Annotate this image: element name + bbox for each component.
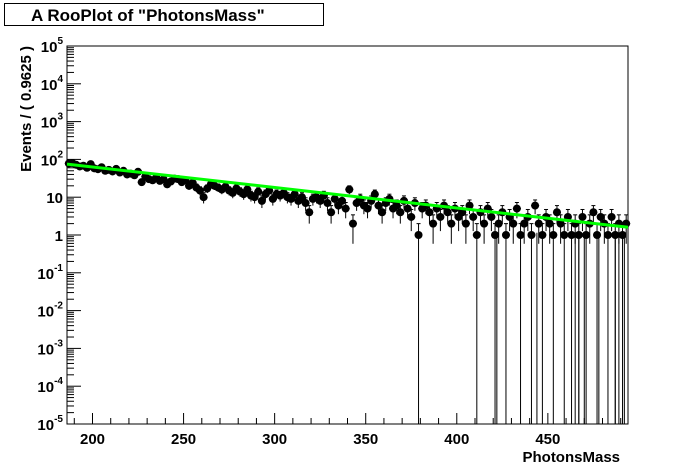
data-point bbox=[443, 208, 452, 217]
data-point bbox=[618, 231, 627, 239]
x-tick-label: 200 bbox=[80, 431, 105, 448]
data-point bbox=[567, 231, 576, 239]
data-point bbox=[297, 193, 306, 202]
data-point bbox=[447, 219, 456, 228]
y-tick-label: 105 bbox=[41, 36, 64, 56]
y-tick-label: 103 bbox=[41, 112, 64, 132]
data-point bbox=[531, 201, 540, 210]
x-tick-label: 450 bbox=[535, 431, 560, 448]
data-point bbox=[407, 212, 416, 221]
x-tick-label: 250 bbox=[171, 431, 196, 448]
y-tick-label: 10 bbox=[46, 190, 63, 207]
data-point bbox=[501, 231, 510, 239]
data-point bbox=[494, 219, 503, 228]
data-point bbox=[578, 212, 587, 221]
data-point bbox=[425, 208, 434, 217]
data-point bbox=[593, 231, 602, 239]
data-point bbox=[327, 208, 336, 217]
data-point bbox=[323, 199, 332, 208]
x-tick-label: 300 bbox=[262, 431, 287, 448]
y-tick-label: 1 bbox=[55, 228, 63, 245]
data-point bbox=[509, 219, 518, 228]
data-point bbox=[469, 212, 478, 221]
data-point bbox=[491, 231, 500, 239]
data-point bbox=[465, 201, 474, 210]
data-point bbox=[301, 199, 310, 208]
data-point bbox=[305, 208, 314, 217]
x-tick-label: 400 bbox=[444, 431, 469, 448]
y-tick-label: 10-5 bbox=[37, 414, 63, 434]
data-point bbox=[396, 208, 405, 217]
data-point bbox=[607, 212, 616, 221]
data-point bbox=[403, 204, 412, 213]
x-axis-title: PhotonsMass bbox=[522, 449, 620, 466]
data-point bbox=[520, 219, 529, 228]
data-point bbox=[589, 208, 598, 217]
data-point bbox=[378, 208, 387, 217]
data-point bbox=[545, 219, 554, 228]
chart-title: A RooPlot of "PhotonsMass" bbox=[31, 6, 265, 25]
data-point bbox=[534, 219, 543, 228]
data-point bbox=[330, 194, 339, 203]
y-tick-label: 10-3 bbox=[37, 338, 63, 358]
data-point bbox=[538, 231, 547, 239]
y-tick-label: 104 bbox=[41, 74, 64, 94]
data-point bbox=[603, 231, 612, 239]
data-point bbox=[556, 219, 565, 228]
data-point bbox=[560, 231, 569, 239]
y-tick-label: 10-4 bbox=[37, 376, 63, 396]
data-point bbox=[512, 204, 521, 213]
data-point bbox=[338, 196, 347, 205]
data-point bbox=[429, 219, 438, 228]
y-tick-label: 10-2 bbox=[37, 301, 63, 321]
data-point bbox=[549, 231, 558, 239]
data-point bbox=[370, 190, 379, 199]
data-point bbox=[374, 201, 383, 210]
data-point bbox=[516, 231, 525, 239]
data-point bbox=[582, 231, 591, 239]
data-point bbox=[257, 196, 266, 205]
data-point bbox=[461, 219, 470, 228]
x-tick-label: 350 bbox=[353, 431, 378, 448]
data-point bbox=[392, 201, 401, 210]
data-point bbox=[527, 231, 536, 239]
data-point bbox=[552, 208, 561, 217]
data-point bbox=[199, 193, 208, 202]
data-point bbox=[341, 204, 350, 213]
data-point bbox=[363, 204, 372, 213]
data-point bbox=[345, 185, 354, 194]
y-tick-label: 10-1 bbox=[37, 263, 63, 283]
data-point bbox=[414, 231, 423, 239]
data-point bbox=[254, 187, 263, 196]
fit-curve bbox=[66, 162, 629, 229]
data-point bbox=[436, 212, 445, 221]
y-axis-title: Events / ( 0.9625 ) bbox=[18, 46, 35, 172]
y-tick-label: 102 bbox=[41, 149, 64, 169]
chart-title-box: A RooPlot of "PhotonsMass" bbox=[4, 3, 324, 26]
data-point bbox=[472, 231, 481, 239]
data-point bbox=[480, 219, 489, 228]
data-point bbox=[487, 212, 496, 221]
data-point bbox=[348, 219, 357, 228]
